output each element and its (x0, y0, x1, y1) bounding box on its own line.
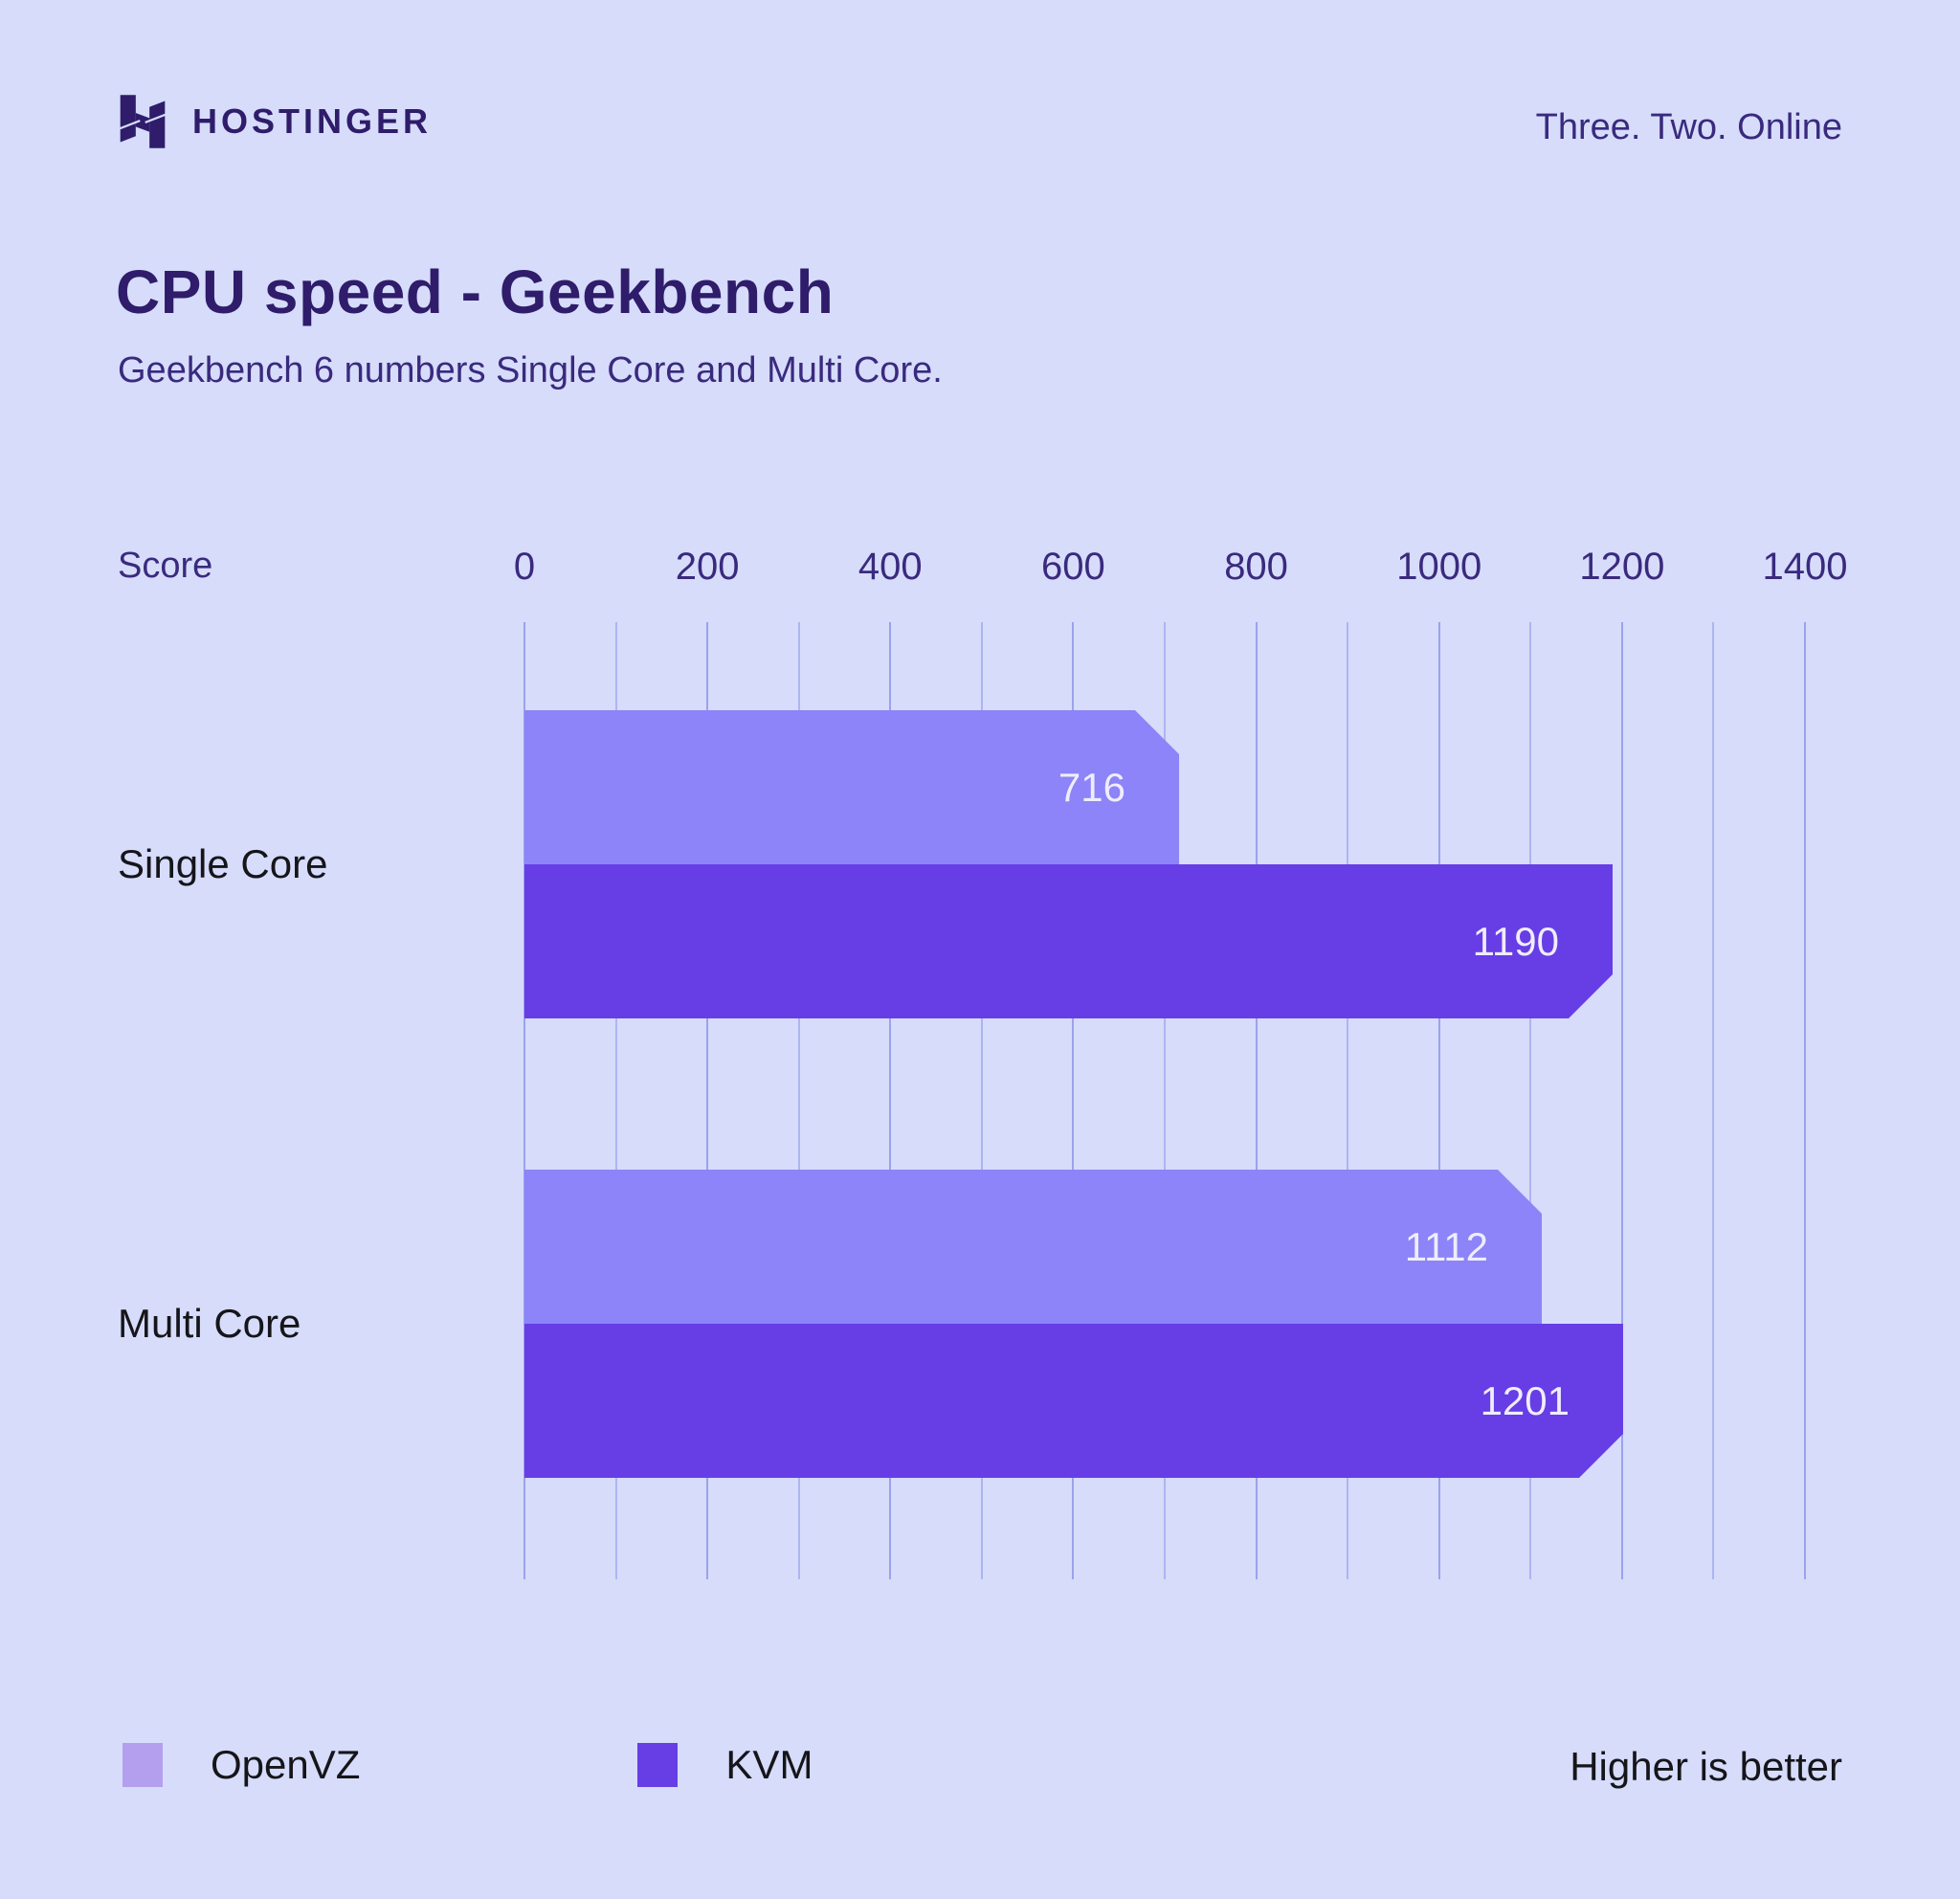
kvm-swatch (637, 1743, 679, 1787)
gridline-1400 (1804, 622, 1806, 1579)
gridline-1200 (1620, 622, 1623, 1579)
legend-item-kvm: KVM (408, 1742, 813, 1788)
gridline-1300 (1712, 622, 1715, 1579)
x-tick-1400: 1400 (1762, 546, 1848, 588)
x-tick-800: 800 (1224, 546, 1288, 588)
x-axis-title: Score (118, 546, 213, 586)
x-tick-1000: 1000 (1396, 546, 1482, 588)
gridline-200 (706, 622, 709, 1579)
hostinger-h-icon (118, 95, 167, 148)
legend: OpenVZ KVM (122, 1742, 813, 1788)
x-tick-1200: 1200 (1579, 546, 1665, 588)
gridline-1000 (1437, 622, 1440, 1579)
bar-kvm-multi-core: 1201 (524, 1324, 1623, 1478)
chart-subtitle: Geekbench 6 numbers Single Core and Mult… (118, 350, 943, 391)
category-label-multi-core: Multi Core (118, 1301, 301, 1346)
gridline-400 (889, 622, 892, 1579)
x-tick-0: 0 (513, 546, 536, 588)
gridline-900 (1347, 622, 1349, 1579)
bar-value-label: 1201 (1480, 1377, 1570, 1423)
kvm-label: KVM (725, 1742, 813, 1787)
x-tick-400: 400 (858, 546, 923, 588)
gridline-500 (980, 622, 983, 1579)
gridline-300 (797, 622, 800, 1579)
hostinger-logo: HOSTINGER (118, 92, 432, 151)
brand-tagline: Three. Two. Online (1535, 107, 1842, 147)
plot-area: 716 1190 1112 1201 (523, 622, 1806, 1579)
gridline-0 (523, 622, 525, 1579)
bar-value-label: 1112 (1404, 1223, 1488, 1269)
gridline-800 (1255, 622, 1258, 1579)
openvz-swatch (122, 1743, 163, 1787)
x-tick-200: 200 (675, 546, 740, 588)
higher-is-better-note: Higher is better (1570, 1744, 1842, 1789)
bar-openvz-single-core: 716 (524, 710, 1179, 864)
legend-item-openvz: OpenVZ (122, 1742, 360, 1788)
category-label-single-core: Single Core (118, 841, 328, 886)
x-tick-600: 600 (1041, 546, 1105, 588)
gridline-600 (1072, 622, 1075, 1579)
gridline-1100 (1529, 622, 1532, 1579)
brand-wordmark: HOSTINGER (192, 101, 433, 141)
chart-title: CPU speed - Geekbench (116, 257, 835, 326)
openvz-label: OpenVZ (211, 1742, 361, 1787)
bar-value-label: 1190 (1472, 918, 1559, 964)
bar-value-label: 716 (1058, 764, 1125, 810)
gridline-700 (1164, 622, 1166, 1579)
gridline-100 (614, 622, 617, 1579)
bar-openvz-multi-core: 1112 (524, 1170, 1542, 1324)
bar-kvm-single-core: 1190 (524, 864, 1613, 1018)
